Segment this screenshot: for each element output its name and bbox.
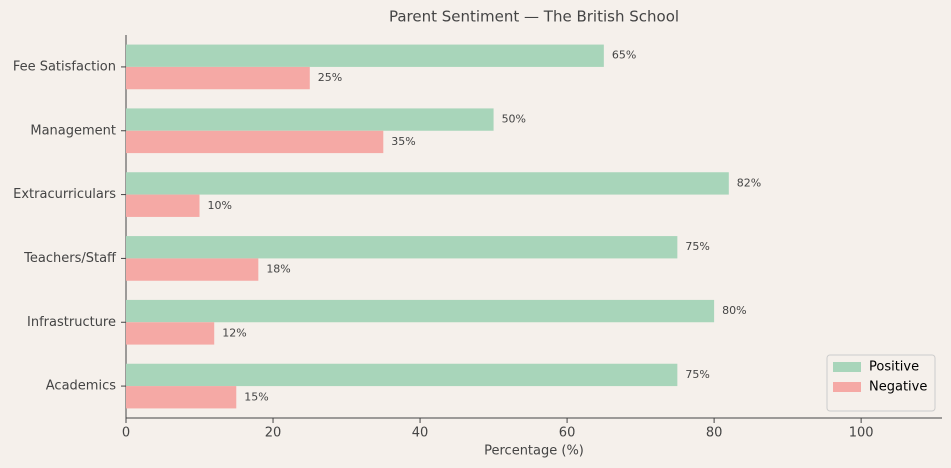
value-label: 10% [208,199,232,212]
bar [126,363,678,387]
bar [126,130,384,154]
bar [126,258,259,281]
bar [126,236,678,259]
chart-title: Parent Sentiment — The British School [389,8,679,26]
x-tick-label: 20 [265,426,282,441]
bar [126,172,729,195]
value-label: 35% [391,135,415,148]
y-tick-label: Extracurriculars [13,187,116,202]
x-tick-label: 40 [412,426,429,441]
value-label: 25% [318,71,342,84]
y-tick-label: Fee Satisfaction [13,59,116,74]
legend-label: Negative [869,380,927,395]
value-label: 82% [737,176,761,189]
legend-label: Positive [869,360,919,375]
value-label: 75% [685,368,709,381]
value-label: 15% [244,390,268,403]
value-label: 80% [722,304,746,317]
x-tick-label: 100 [849,426,874,441]
legend-swatch [833,362,861,372]
y-tick-label: Academics [46,379,116,394]
value-label: 50% [502,113,526,126]
x-tick-label: 80 [706,426,723,441]
y-tick-label: Infrastructure [27,315,116,330]
y-tick-label: Management [30,123,116,138]
y-tick-label: Teachers/Staff [23,251,117,266]
bar [126,194,200,217]
bar [126,66,310,90]
x-axis-label: Percentage (%) [484,444,584,459]
bar [126,386,237,409]
value-label: 12% [222,326,246,339]
value-label: 18% [266,263,290,276]
x-tick-label: 0 [122,426,130,441]
value-label: 65% [612,49,636,62]
x-tick-label: 60 [559,426,576,441]
bar [126,322,215,345]
bar [126,299,715,323]
value-label: 75% [685,240,709,253]
legend-swatch [833,382,861,392]
bar [126,108,494,131]
bar [126,44,604,67]
